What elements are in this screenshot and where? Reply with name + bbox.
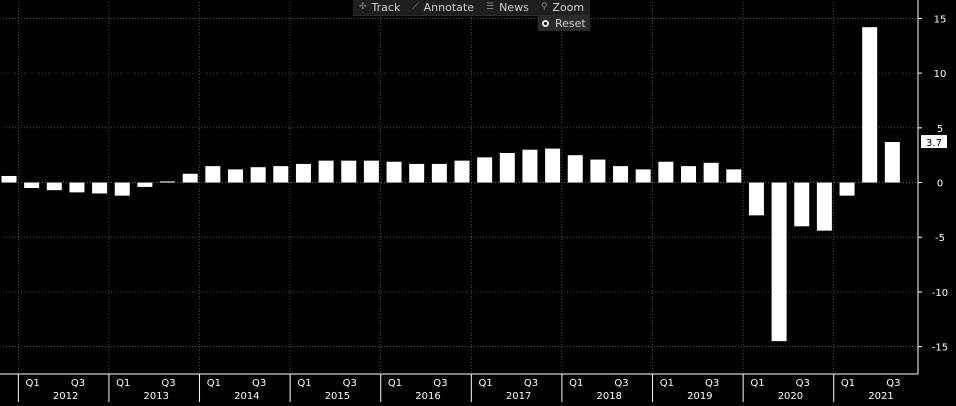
bar xyxy=(160,181,176,183)
annotate-label: Annotate xyxy=(423,1,474,14)
y-tick-label: -10 xyxy=(932,288,948,299)
x-tick-label: Q3 xyxy=(433,378,447,389)
bar xyxy=(839,182,855,196)
bar xyxy=(884,142,900,183)
x-tick-label: Q3 xyxy=(705,378,719,389)
y-tick-label: 10 xyxy=(934,69,947,80)
annotate-button[interactable]: ⟋ Annotate xyxy=(406,0,480,15)
last-value-tag xyxy=(921,135,947,149)
x-year-label: 2015 xyxy=(325,391,350,402)
x-tick-label: Q1 xyxy=(569,378,583,389)
bar xyxy=(295,163,311,183)
x-tick-label: Q1 xyxy=(841,378,855,389)
x-tick-label: Q1 xyxy=(297,378,311,389)
bar xyxy=(431,163,447,183)
x-year-label: 2016 xyxy=(415,391,440,402)
y-tick-label: -15 xyxy=(932,343,948,354)
x-year-label: 2012 xyxy=(53,391,78,402)
bar xyxy=(341,160,357,183)
bar xyxy=(816,182,832,231)
reset-label: Reset xyxy=(555,17,586,30)
magnifier-icon: ⚲ xyxy=(540,2,548,12)
y-tick-label: 5 xyxy=(937,124,943,135)
bar xyxy=(545,148,561,183)
bar xyxy=(477,157,493,183)
bar xyxy=(499,152,515,183)
x-tick-label: Q1 xyxy=(388,378,402,389)
track-label: Track xyxy=(371,1,401,14)
bar xyxy=(46,182,62,191)
bar xyxy=(748,182,764,216)
bar xyxy=(635,169,651,183)
bar xyxy=(273,166,289,183)
zoom-label: Zoom xyxy=(552,1,585,14)
bar xyxy=(567,155,583,183)
news-label: News xyxy=(499,1,529,14)
bar xyxy=(386,161,402,183)
bar xyxy=(205,166,221,183)
x-year-label: 2020 xyxy=(778,391,803,402)
y-tick-label: 15 xyxy=(934,14,947,25)
x-year-label: 2014 xyxy=(234,391,259,402)
zoom-button[interactable]: ⚲ Zoom xyxy=(535,0,590,15)
x-year-label: 2019 xyxy=(687,391,712,402)
pencil-icon: ⟋ xyxy=(412,2,419,12)
y-tick-label: 0 xyxy=(937,179,943,190)
bar xyxy=(250,167,266,183)
crosshair-icon: ✣ xyxy=(359,2,367,12)
bar xyxy=(590,159,606,183)
bar xyxy=(703,162,719,183)
bar xyxy=(681,166,696,183)
bar xyxy=(1,175,17,183)
bar xyxy=(771,182,787,342)
x-tick-label: Q3 xyxy=(161,378,175,389)
x-year-label: 2017 xyxy=(506,391,531,402)
bar xyxy=(69,182,85,193)
reset-radio-icon xyxy=(542,20,549,27)
bar xyxy=(658,161,674,183)
x-year-label: 2021 xyxy=(868,391,893,402)
track-button[interactable]: ✣ Track xyxy=(353,0,406,15)
x-tick-label: Q3 xyxy=(343,378,357,389)
chart-toolbar: ✣ Track ⟋ Annotate ☰ News ⚲ Zoom xyxy=(353,0,591,16)
x-tick-label: Q1 xyxy=(207,378,221,389)
x-year-label: 2018 xyxy=(596,391,621,402)
bar xyxy=(409,163,425,183)
bar xyxy=(726,169,742,183)
news-icon: ☰ xyxy=(486,2,495,12)
x-tick-label: Q1 xyxy=(26,378,40,389)
last-value-label: 3.7 xyxy=(926,138,942,149)
x-year-label: 2013 xyxy=(143,391,168,402)
bar xyxy=(454,160,470,183)
x-tick-label: Q1 xyxy=(660,378,674,389)
x-tick-label: Q3 xyxy=(524,378,538,389)
bar xyxy=(522,149,538,183)
bar xyxy=(24,182,40,188)
bar xyxy=(363,160,379,183)
x-tick-label: Q3 xyxy=(71,378,85,389)
bar xyxy=(613,166,629,183)
bar xyxy=(114,182,130,196)
x-tick-label: Q3 xyxy=(886,378,900,389)
x-tick-label: Q3 xyxy=(796,378,810,389)
bar xyxy=(794,182,810,227)
x-tick-label: Q1 xyxy=(116,378,130,389)
bar xyxy=(92,182,108,194)
bar xyxy=(318,160,334,183)
x-tick-label: Q1 xyxy=(750,378,764,389)
bar xyxy=(182,173,198,183)
news-button[interactable]: ☰ News xyxy=(480,0,535,15)
bar xyxy=(137,182,153,187)
y-tick-label: -5 xyxy=(935,233,945,244)
x-tick-label: Q3 xyxy=(252,378,266,389)
reset-button[interactable]: Reset xyxy=(538,16,590,31)
x-tick-label: Q1 xyxy=(479,378,493,389)
bar xyxy=(862,27,878,183)
x-tick-label: Q3 xyxy=(614,378,628,389)
bar xyxy=(228,169,243,183)
